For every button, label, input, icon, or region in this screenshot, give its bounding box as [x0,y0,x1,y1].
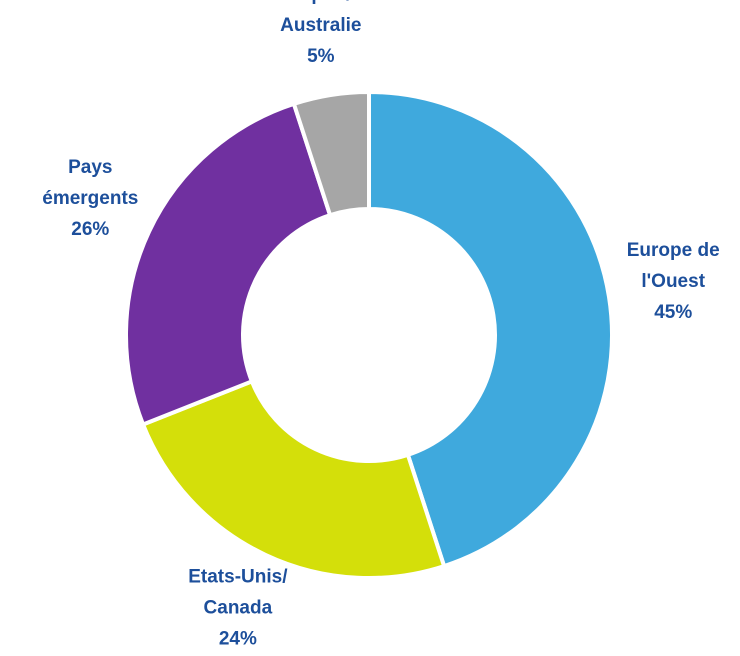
label-line: l'Ouest [641,271,705,292]
donut-slice [140,378,447,580]
slice-label: Europe de l'Ouest [627,240,720,292]
donut-slice [367,89,614,569]
slice-value-label: 45% [654,302,692,323]
slice-label: Pays émergents [42,157,138,209]
label-line: Pays [68,157,112,178]
slice-label: Etats-Unis/Canada [188,567,288,619]
label-line: Australie [280,15,361,36]
slice-value-label: 5% [307,46,335,67]
label-line: émergents [42,188,138,209]
label-line: Canada [204,598,273,619]
slice-value-label: 26% [71,219,109,240]
donut-slice [124,101,333,428]
donut-slice [291,89,371,218]
slice-value-label: 24% [219,629,257,650]
slice-label: Japon/Australie [280,0,361,36]
label-line: Etats-Unis/ [188,567,288,588]
label-line: Japon/ [290,0,352,5]
label-line: Europe de [627,240,720,261]
